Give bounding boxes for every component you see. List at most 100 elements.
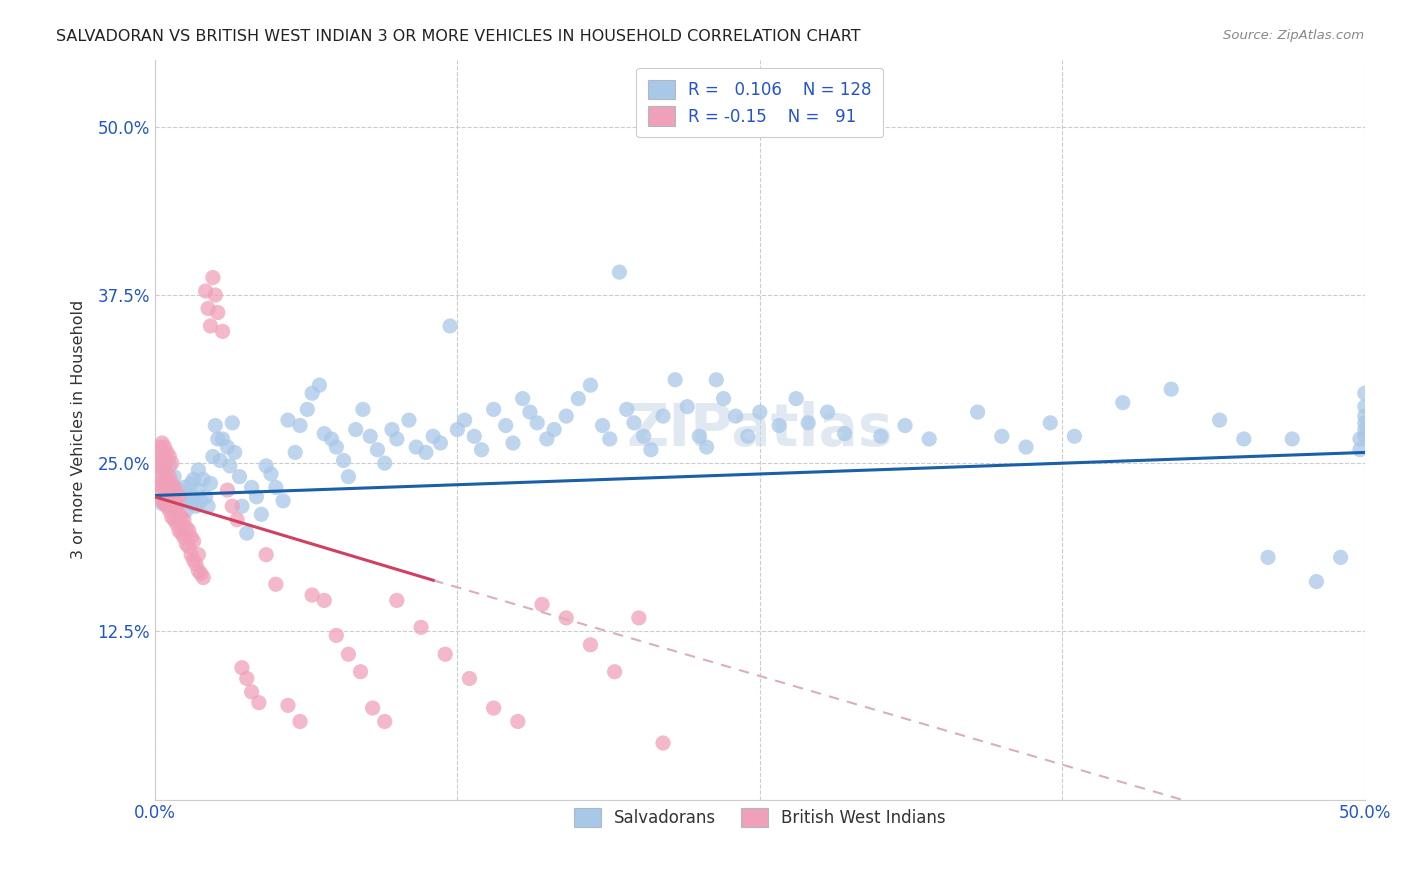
Point — [337, 469, 360, 483]
Point — [512, 392, 534, 406]
Point — [183, 490, 205, 504]
Point — [894, 418, 917, 433]
Point — [228, 469, 250, 483]
Point — [314, 426, 336, 441]
Point — [183, 472, 205, 486]
Point — [374, 456, 396, 470]
Point — [288, 714, 311, 729]
Point — [361, 701, 384, 715]
Point — [167, 524, 190, 538]
Point — [149, 456, 172, 470]
Point — [157, 503, 180, 517]
Point — [240, 480, 263, 494]
Point — [1329, 550, 1351, 565]
Point — [1063, 429, 1085, 443]
Point — [254, 458, 277, 473]
Point — [869, 429, 891, 443]
Point — [167, 490, 190, 504]
Point — [150, 463, 173, 477]
Point — [197, 301, 219, 316]
Point — [1208, 413, 1230, 427]
Point — [180, 497, 202, 511]
Point — [157, 458, 180, 473]
Point — [555, 409, 578, 423]
Point — [834, 426, 856, 441]
Point — [297, 402, 319, 417]
Point — [696, 440, 718, 454]
Point — [398, 413, 420, 427]
Point — [301, 588, 323, 602]
Point — [201, 450, 224, 464]
Point — [156, 445, 179, 459]
Point — [264, 577, 287, 591]
Point — [543, 423, 565, 437]
Point — [385, 593, 408, 607]
Point — [163, 480, 186, 494]
Point — [218, 458, 240, 473]
Point — [366, 442, 388, 457]
Point — [301, 386, 323, 401]
Point — [439, 318, 461, 333]
Point — [271, 494, 294, 508]
Point — [609, 265, 631, 279]
Point — [163, 513, 186, 527]
Point — [592, 418, 614, 433]
Legend: Salvadorans, British West Indians: Salvadorans, British West Indians — [565, 799, 955, 836]
Point — [231, 500, 253, 514]
Point — [374, 714, 396, 729]
Point — [966, 405, 988, 419]
Point — [724, 409, 747, 423]
Point — [153, 458, 176, 473]
Point — [623, 416, 645, 430]
Point — [194, 490, 217, 504]
Point — [184, 557, 207, 571]
Point — [737, 429, 759, 443]
Y-axis label: 3 or more Vehicles in Household: 3 or more Vehicles in Household — [72, 300, 86, 559]
Point — [200, 318, 222, 333]
Point — [748, 405, 770, 419]
Point — [163, 497, 186, 511]
Point — [197, 500, 219, 514]
Point — [153, 476, 176, 491]
Point — [184, 500, 207, 514]
Point — [415, 445, 437, 459]
Point — [1112, 395, 1135, 409]
Point — [176, 503, 198, 517]
Point — [190, 566, 212, 581]
Point — [531, 598, 554, 612]
Text: Source: ZipAtlas.com: Source: ZipAtlas.com — [1223, 29, 1364, 42]
Point — [385, 432, 408, 446]
Point — [231, 661, 253, 675]
Point — [918, 432, 941, 446]
Point — [160, 494, 183, 508]
Text: SALVADORAN VS BRITISH WEST INDIAN 3 OR MORE VEHICLES IN HOUSEHOLD CORRELATION CH: SALVADORAN VS BRITISH WEST INDIAN 3 OR M… — [56, 29, 860, 44]
Point — [260, 467, 283, 481]
Point — [1354, 386, 1376, 401]
Point — [458, 672, 481, 686]
Point — [149, 440, 172, 454]
Point — [193, 570, 215, 584]
Point — [713, 392, 735, 406]
Point — [429, 436, 451, 450]
Point — [150, 494, 173, 508]
Point — [250, 508, 273, 522]
Point — [704, 373, 727, 387]
Point — [1354, 423, 1376, 437]
Point — [579, 378, 602, 392]
Point — [211, 432, 233, 446]
Point — [482, 701, 505, 715]
Point — [797, 416, 820, 430]
Point — [526, 416, 548, 430]
Point — [187, 548, 209, 562]
Point — [166, 485, 188, 500]
Point — [453, 413, 475, 427]
Point — [495, 418, 517, 433]
Point — [183, 534, 205, 549]
Point — [217, 483, 239, 497]
Point — [176, 537, 198, 551]
Point — [277, 698, 299, 713]
Point — [664, 373, 686, 387]
Point — [991, 429, 1014, 443]
Point — [146, 476, 169, 491]
Point — [173, 480, 195, 494]
